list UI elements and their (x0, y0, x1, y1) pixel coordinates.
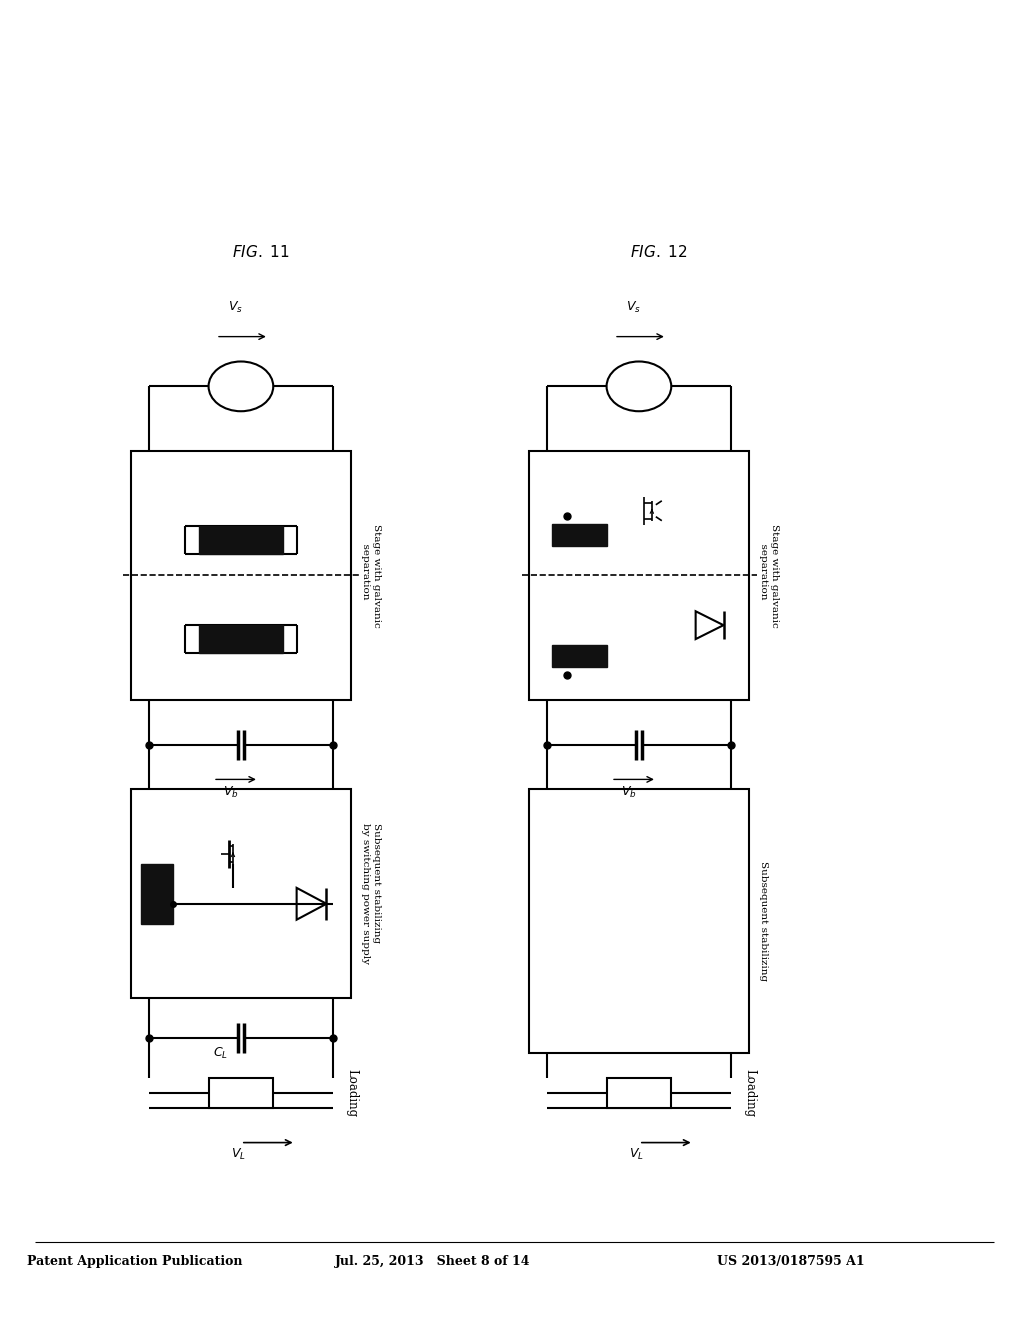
Text: $V_b$: $V_b$ (622, 785, 637, 800)
Ellipse shape (209, 362, 273, 412)
Text: Stage with galvanic
      separation: Stage with galvanic separation (760, 524, 778, 627)
Bar (131, 451, 351, 700)
Bar (199, 525, 284, 553)
Bar (606, 1078, 672, 1107)
Text: Subsequent stabilizing
by switching power supply: Subsequent stabilizing by switching powe… (361, 824, 381, 965)
Text: $V_b$: $V_b$ (223, 785, 239, 800)
Text: $V_s$: $V_s$ (228, 300, 244, 315)
Bar (529, 789, 750, 1053)
Text: Loading: Loading (743, 1069, 757, 1117)
Text: Subsequent stabilizing: Subsequent stabilizing (760, 861, 768, 981)
Bar (552, 524, 607, 545)
Text: $FIG.\ 12$: $FIG.\ 12$ (630, 244, 688, 260)
Text: $FIG.\ 11$: $FIG.\ 11$ (231, 244, 290, 260)
Text: $V_s$: $V_s$ (627, 300, 641, 315)
Text: $V_L$: $V_L$ (231, 1147, 247, 1162)
Ellipse shape (606, 362, 672, 412)
Bar (552, 645, 607, 667)
Text: US 2013/0187595 A1: US 2013/0187595 A1 (718, 1255, 865, 1269)
Bar (199, 626, 284, 653)
Bar (131, 789, 351, 998)
Text: $C_L$: $C_L$ (213, 1045, 228, 1060)
Text: Jul. 25, 2013   Sheet 8 of 14: Jul. 25, 2013 Sheet 8 of 14 (335, 1255, 530, 1269)
Text: Loading: Loading (345, 1069, 358, 1117)
Text: Patent Application Publication: Patent Application Publication (27, 1255, 243, 1269)
Text: Stage with galvanic
      separation: Stage with galvanic separation (361, 524, 381, 627)
Bar (141, 865, 173, 924)
Bar (209, 1078, 273, 1107)
Bar (529, 451, 750, 700)
Text: $V_L$: $V_L$ (630, 1147, 644, 1162)
